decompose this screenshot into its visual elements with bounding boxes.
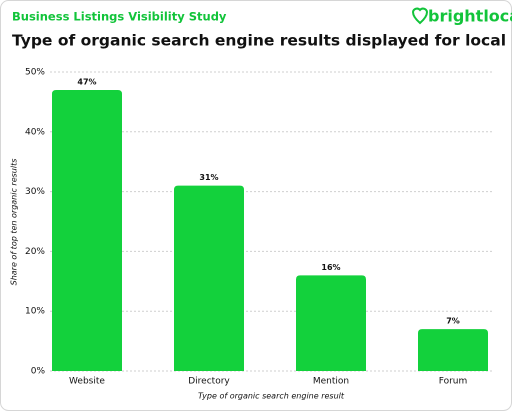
bar [174,185,244,371]
y-tick-label: 30% [25,187,45,197]
y-tick-label: 40% [25,127,45,137]
value-label: 7% [446,317,460,326]
x-tick-label: Forum [439,377,468,387]
value-label: 16% [321,263,340,272]
y-axis-label: Share of top ten organic results [10,159,19,286]
y-tick-label: 10% [25,307,45,317]
x-tick-label: Mention [313,377,349,387]
bar [418,329,488,371]
brand: brightlocal [428,7,512,26]
y-tick-label: 20% [25,247,45,257]
chart-title: Type of organic search engine results di… [12,32,512,50]
value-label: 47% [77,77,96,86]
bar [296,275,366,371]
x-tick-label: Website [69,377,105,387]
bar [52,89,122,371]
x-tick-label: Directory [188,377,230,387]
y-tick-label: 0% [31,367,46,377]
value-label: 31% [199,173,218,182]
logo-icon [411,7,429,25]
x-axis-label: Type of organic search engine result [198,392,345,401]
y-tick-label: 50% [25,68,45,78]
subtitle: Business Listings Visibility Study [12,10,227,24]
